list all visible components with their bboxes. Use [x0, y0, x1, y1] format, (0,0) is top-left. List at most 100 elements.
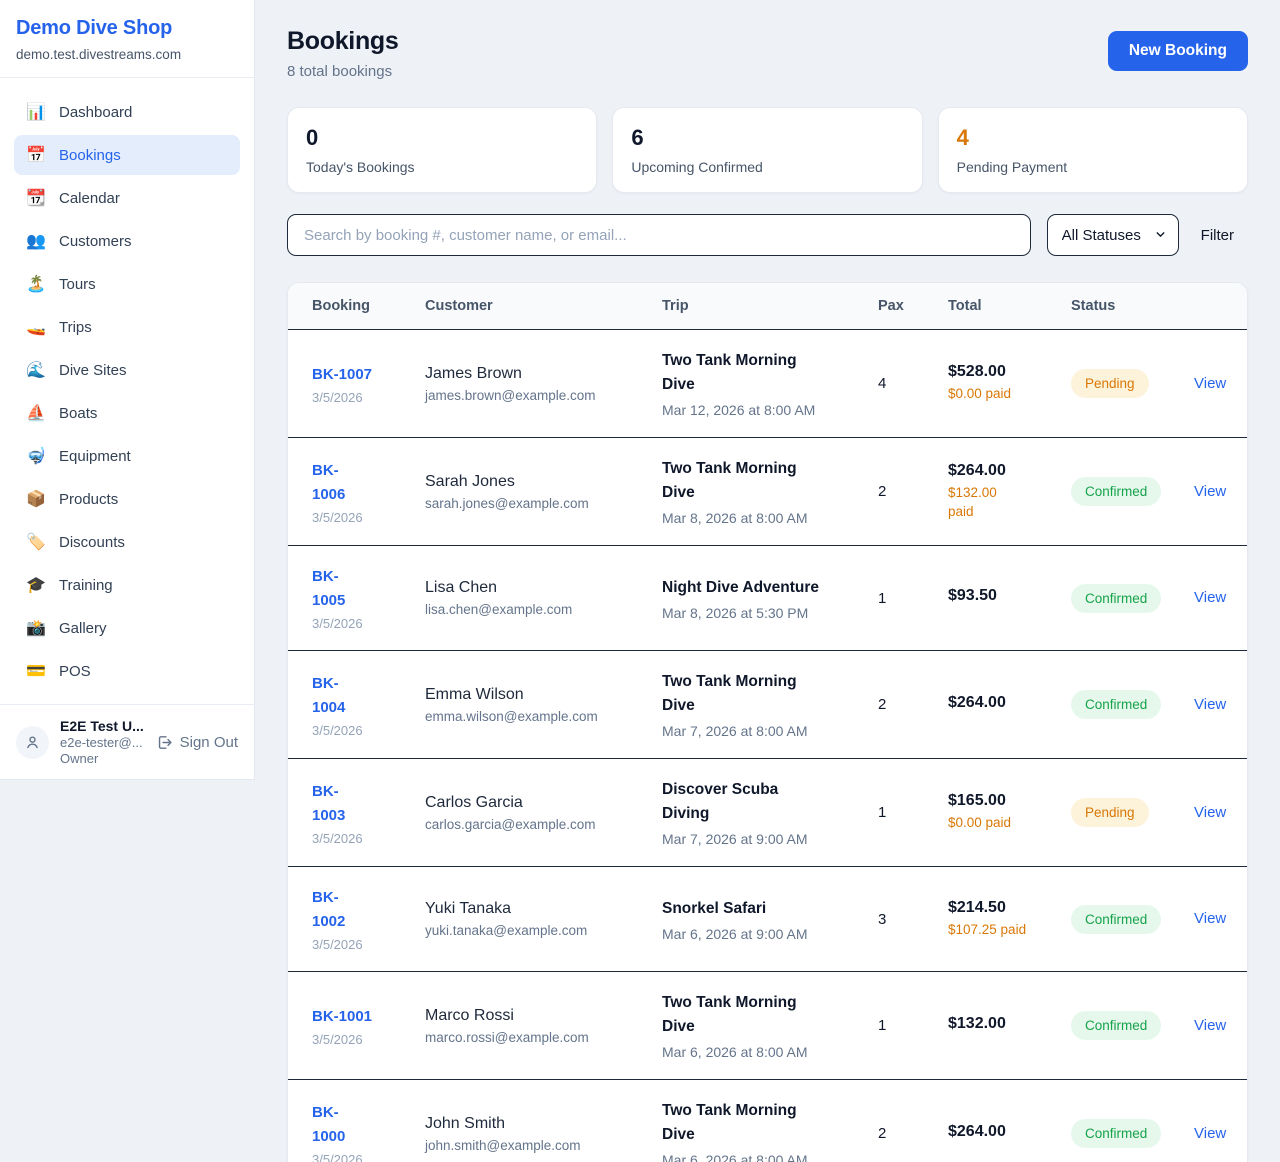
customer-name: John Smith [425, 1114, 506, 1132]
shop-name: Demo Dive Shop [16, 17, 173, 39]
sidebar-item-label: Training [59, 576, 113, 594]
paid-amount: $132.00 paid [948, 484, 997, 519]
status-badge: Confirmed [1071, 904, 1162, 934]
customer-email: sarah.jones@example.com [425, 495, 589, 511]
main-content: Bookings 8 total bookings New Booking 0 … [255, 0, 1280, 1162]
sidebar-item-label: Calendar [59, 189, 120, 207]
booking-link[interactable]: BK- 1005 [312, 568, 346, 610]
stat-value: 0 [306, 125, 319, 150]
stats-row: 0 Today's Bookings 6 Upcoming Confirmed … [287, 107, 1248, 193]
user-email: e2e-tester@... [60, 735, 143, 750]
sidebar-item-label: Equipment [59, 447, 131, 465]
package-icon: 📦 [26, 491, 46, 508]
booking-date: 3/5/2026 [312, 389, 363, 405]
sidebar-item-calendar[interactable]: 📆 Calendar [14, 178, 240, 218]
customer-email: marco.rossi@example.com [425, 1029, 589, 1045]
pax-count: 2 [878, 483, 887, 501]
customer-email: emma.wilson@example.com [425, 708, 598, 724]
sidebar-item-label: Gallery [59, 619, 107, 637]
customer-name: James Brown [425, 364, 522, 382]
sidebar-item-label: POS [59, 662, 91, 680]
new-booking-button[interactable]: New Booking [1107, 31, 1248, 71]
view-link[interactable]: View [1194, 803, 1227, 821]
sidebar-item-bookings[interactable]: 📅 Bookings [14, 135, 240, 175]
sidebar-item-dashboard[interactable]: 📊 Dashboard [14, 92, 240, 132]
sidebar-item-boats[interactable]: ⛵ Boats [14, 393, 240, 433]
bookings-table: Booking Customer Trip Pax Total Status B… [287, 282, 1248, 1162]
table-row: BK- 1003 3/5/2026 Carlos Garcia carlos.gar… [288, 759, 1247, 868]
table-row: BK- 1002 3/5/2026 Yuki Tanaka yuki.tanaka@… [288, 867, 1247, 973]
sailboat-icon: ⛵ [26, 405, 46, 422]
customer-name: Carlos Garcia [425, 793, 523, 811]
view-link[interactable]: View [1194, 589, 1227, 607]
view-link[interactable]: View [1194, 910, 1227, 928]
pax-count: 1 [878, 1017, 887, 1035]
booking-link[interactable]: BK-1007 [312, 365, 373, 383]
total-amount: $132.00 [948, 1014, 1006, 1032]
status-badge: Pending [1071, 369, 1149, 399]
customer-email: yuki.tanaka@example.com [425, 923, 588, 939]
calendar-icon: 📆 [26, 190, 46, 207]
sidebar-item-tours[interactable]: 🏝️ Tours [14, 264, 240, 304]
shop-domain: demo.test.divestreams.com [16, 47, 182, 62]
booking-link[interactable]: BK- 1003 [312, 782, 346, 824]
sidebar-item-pos[interactable]: 💳 POS [14, 651, 240, 691]
sidebar-item-label: Bookings [59, 146, 121, 164]
status-badge: Confirmed [1071, 690, 1162, 720]
customer-name: Sarah Jones [425, 472, 515, 490]
sidebar-item-dive-sites[interactable]: 🌊 Dive Sites [14, 350, 240, 390]
view-link[interactable]: View [1194, 1016, 1227, 1034]
wave-icon: 🌊 [26, 362, 46, 379]
col-pax: Pax [878, 298, 904, 314]
booking-link[interactable]: BK- 1000 [312, 1103, 346, 1145]
island-icon: 🏝️ [26, 276, 46, 293]
brand-header: Demo Dive Shop demo.test.divestreams.com [0, 0, 254, 78]
sign-out-icon [158, 735, 172, 749]
pax-count: 2 [878, 696, 887, 714]
col-customer: Customer [425, 298, 493, 314]
sidebar-item-discounts[interactable]: 🏷️ Discounts [14, 522, 240, 562]
view-link[interactable]: View [1194, 482, 1227, 500]
view-link[interactable]: View [1194, 374, 1227, 392]
trip-name: Discover Scuba Diving [662, 781, 779, 823]
booking-link[interactable]: BK- 1006 [312, 461, 346, 503]
sidebar-item-products[interactable]: 📦 Products [14, 479, 240, 519]
stat-label: Today's Bookings [306, 159, 415, 175]
sign-out-button[interactable]: Sign Out [156, 734, 238, 751]
booking-link[interactable]: BK-1001 [312, 1007, 373, 1025]
booking-date: 3/5/2026 [312, 509, 363, 525]
paid-amount: $0.00 paid [948, 386, 1012, 402]
view-link[interactable]: View [1194, 1124, 1227, 1142]
table-row: BK-1007 3/5/2026 James Brown james.brown@e… [288, 330, 1247, 439]
view-link[interactable]: View [1194, 695, 1227, 713]
trip-name: Two Tank Morning Dive [662, 460, 797, 502]
filter-button[interactable]: Filter [1195, 227, 1248, 244]
table-row: BK- 1000 3/5/2026 John Smith john.smith@ex… [288, 1080, 1247, 1162]
stat-card-pending-payment: 4 Pending Payment [937, 107, 1248, 193]
booking-date: 3/5/2026 [312, 722, 363, 738]
trip-name: Night Dive Adventure [662, 578, 820, 596]
page-title: Bookings [287, 27, 399, 55]
trip-datetime: Mar 8, 2026 at 5:30 PM [662, 604, 809, 621]
sidebar-item-gallery[interactable]: 📸 Gallery [14, 608, 240, 648]
stat-label: Upcoming Confirmed [631, 159, 763, 175]
stat-label: Pending Payment [956, 159, 1068, 175]
status-select[interactable]: All Statuses [1046, 214, 1179, 256]
table-header: Booking Customer Trip Pax Total Status [288, 283, 1247, 330]
user-role: Owner [60, 751, 99, 766]
sidebar-item-trips[interactable]: 🚤 Trips [14, 307, 240, 347]
credit-card-icon: 💳 [26, 663, 46, 680]
sidebar-item-training[interactable]: 🎓 Training [14, 565, 240, 605]
status-badge: Confirmed [1071, 1011, 1162, 1041]
sidebar-item-customers[interactable]: 👥 Customers [14, 221, 240, 261]
search-input[interactable] [287, 214, 1031, 256]
booking-link[interactable]: BK- 1004 [312, 674, 346, 716]
sidebar-item-label: Customers [59, 232, 132, 250]
trip-datetime: Mar 7, 2026 at 9:00 AM [662, 831, 808, 848]
total-amount: $528.00 [948, 363, 1006, 381]
sidebar-item-equipment[interactable]: 🤿 Equipment [14, 436, 240, 476]
graduation-cap-icon: 🎓 [26, 577, 46, 594]
page-header: Bookings 8 total bookings New Booking [287, 27, 1248, 80]
booking-link[interactable]: BK- 1002 [312, 889, 346, 931]
status-badge: Pending [1071, 798, 1149, 828]
